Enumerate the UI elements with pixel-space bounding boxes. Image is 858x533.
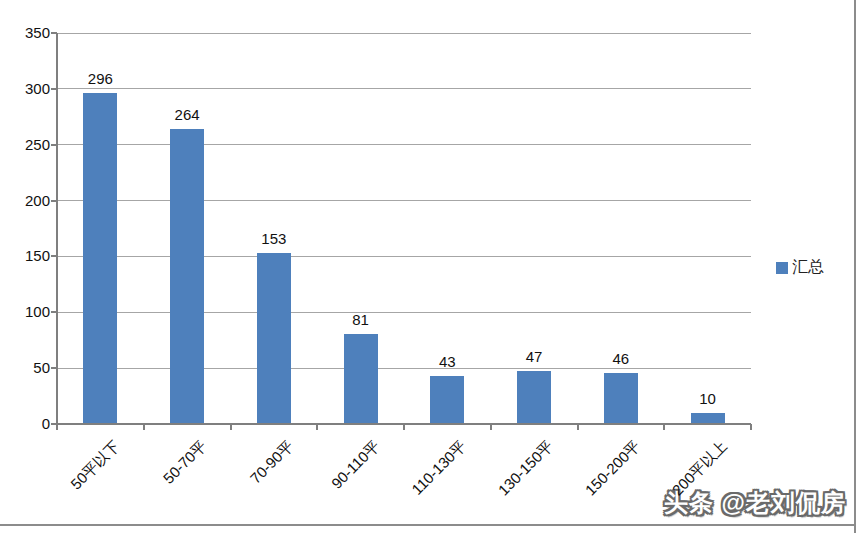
bar-value-label: 153: [244, 230, 304, 247]
bar-value-label: 47: [504, 348, 564, 365]
bar: [430, 376, 464, 423]
x-axis-label: 150-200平: [581, 437, 644, 500]
y-axis-tick-label: 100: [2, 303, 50, 321]
image-border-bottom: [0, 524, 856, 526]
y-axis-tick-label: 200: [2, 192, 50, 210]
bar-value-label: 296: [70, 70, 130, 87]
y-axis-tick-label: 50: [2, 359, 50, 377]
bar-value-label: 10: [678, 390, 738, 407]
y-axis-tick-label: 250: [2, 136, 50, 154]
y-axis-tick-label: 0: [2, 415, 50, 433]
x-axis-tick: [750, 424, 752, 430]
bar: [517, 371, 551, 423]
y-gridline: [57, 144, 751, 145]
bar: [83, 93, 117, 423]
bar-chart: 汇总 头条 @老刘侃房 0 50 100 150 200 250 300 350 296 50平以…: [0, 0, 858, 533]
y-axis-tick-label: 300: [2, 80, 50, 98]
bar: [170, 129, 204, 423]
legend-label: 汇总: [792, 257, 824, 278]
y-gridline: [57, 88, 751, 89]
bar: [257, 253, 291, 423]
x-axis-tick: [663, 424, 665, 430]
y-gridline: [57, 33, 751, 34]
y-gridline: [57, 200, 751, 201]
y-axis-line: [56, 33, 58, 424]
y-axis-tick-label: 350: [2, 24, 50, 42]
x-axis-label: 50平以下: [67, 437, 124, 494]
y-gridline: [57, 368, 751, 369]
x-axis-label: 70-90平: [246, 437, 297, 488]
bar-value-label: 81: [331, 311, 391, 328]
y-axis-tick-label: 150: [2, 247, 50, 265]
image-border-right: [854, 0, 856, 533]
y-gridline: [57, 312, 751, 313]
bar-value-label: 46: [591, 350, 651, 367]
bar-value-label: 43: [417, 353, 477, 370]
x-axis-tick: [316, 424, 318, 430]
x-axis-tick: [56, 424, 58, 430]
bar: [344, 334, 378, 423]
x-axis-tick: [490, 424, 492, 430]
bar-value-label: 264: [157, 106, 217, 123]
x-axis-tick: [403, 424, 405, 430]
x-axis-label: 90-110平: [328, 437, 384, 493]
bar: [604, 373, 638, 423]
x-axis-tick: [230, 424, 232, 430]
x-axis-tick: [143, 424, 145, 430]
x-axis-label: 130-150平: [495, 437, 558, 500]
legend-swatch: [776, 262, 788, 274]
x-axis-tick: [577, 424, 579, 430]
bar: [691, 413, 725, 423]
x-axis-label: 50-70平: [159, 437, 210, 488]
chart-legend: 汇总: [776, 257, 824, 278]
y-gridline: [57, 256, 751, 257]
watermark-text: 头条 @老刘侃房: [664, 487, 846, 519]
x-axis-label: 110-130平: [409, 437, 471, 499]
